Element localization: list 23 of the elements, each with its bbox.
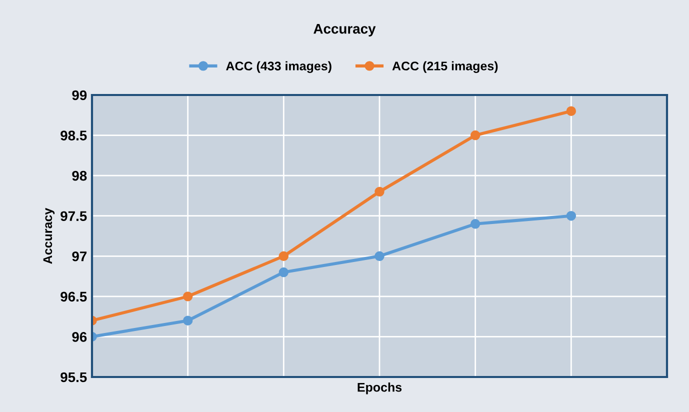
point xyxy=(470,219,480,229)
y-axis-title: Accuracy xyxy=(43,208,55,264)
point xyxy=(566,210,576,221)
y-tick-label: 96.5 xyxy=(60,292,87,302)
point xyxy=(470,130,480,140)
point xyxy=(374,186,384,197)
y-tick-label: 98 xyxy=(72,170,87,181)
y-tick-label: 97 xyxy=(72,251,87,262)
point xyxy=(374,251,384,262)
chart-title: Accuracy xyxy=(314,24,376,36)
point xyxy=(278,267,289,278)
point xyxy=(566,106,576,116)
legend-label: ACC (433 images) xyxy=(226,61,332,73)
point xyxy=(182,292,193,302)
point xyxy=(182,316,193,326)
point xyxy=(278,251,289,262)
x-axis-title: Epochs xyxy=(358,382,402,394)
legend-label: ACC (215 images) xyxy=(392,61,498,73)
y-tick-label: 97.5 xyxy=(60,211,87,222)
y-tick-label: 95.5 xyxy=(60,372,87,382)
y-tick-label: 99 xyxy=(72,90,87,100)
y-tick-label: 98.5 xyxy=(60,130,87,140)
y-tick-label: 96 xyxy=(72,332,87,342)
